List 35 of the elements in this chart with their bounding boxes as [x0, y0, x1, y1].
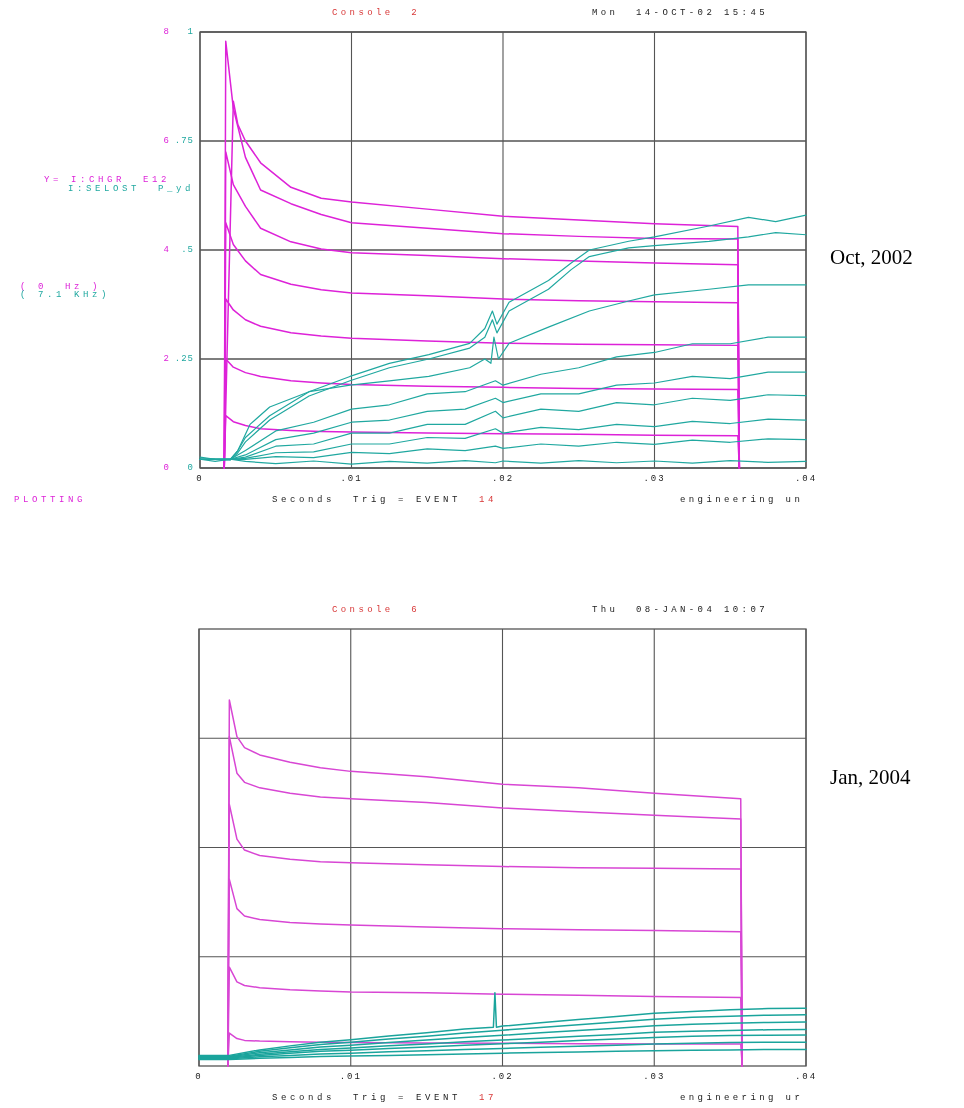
y-tick-label: 6	[163, 136, 170, 146]
x-tick-label: .03	[643, 1072, 666, 1082]
y-tick-label: 4	[163, 245, 170, 255]
text: I:SELOST P_yd	[67, 184, 194, 194]
chart-title: Console 2	[332, 8, 421, 18]
y2-tick-label: .25	[174, 354, 194, 364]
x-tick-label: .03	[643, 474, 666, 484]
y-tick-label: 8	[163, 27, 170, 37]
text: Jan, 2004	[830, 765, 911, 789]
x-tick-label: .02	[491, 1072, 514, 1082]
chart-subtitle: Thu 08-JAN-04 10:07	[592, 605, 769, 615]
text: Seconds Trig = EVENT 17	[272, 1093, 498, 1103]
x-tick-label: 0	[195, 1072, 203, 1082]
text: PLOTTING	[14, 495, 87, 505]
x-tick-label: .02	[491, 474, 515, 484]
x-tick-label: .01	[340, 474, 363, 484]
x-tick-label: .04	[794, 1072, 818, 1082]
text: Oct, 2002	[830, 245, 913, 269]
x-tick-label: .04	[794, 474, 818, 484]
y2-tick-label: 1	[187, 27, 194, 37]
x-tick-label: 0	[196, 474, 204, 484]
text: engineering un	[680, 495, 804, 505]
y2-tick-label: 0	[187, 463, 194, 473]
chart-subtitle: Mon 14-OCT-02 15:45	[592, 8, 769, 18]
y-tick-label: 0	[163, 463, 170, 473]
x-tick-label: .01	[339, 1072, 362, 1082]
chart-title: Console 6	[332, 605, 421, 615]
y-axis-title: Y= I:CHGR E12	[43, 175, 170, 185]
y2-tick-label: .5	[181, 245, 194, 255]
y2-tick-label: .75	[174, 136, 194, 146]
text: Seconds Trig = EVENT 14	[272, 495, 498, 505]
text: ( 0 Hz )	[20, 282, 102, 292]
text: ( 7.1 KHz)	[20, 290, 111, 300]
y-tick-label: 2	[163, 354, 170, 364]
text: engineering ur	[680, 1093, 804, 1103]
